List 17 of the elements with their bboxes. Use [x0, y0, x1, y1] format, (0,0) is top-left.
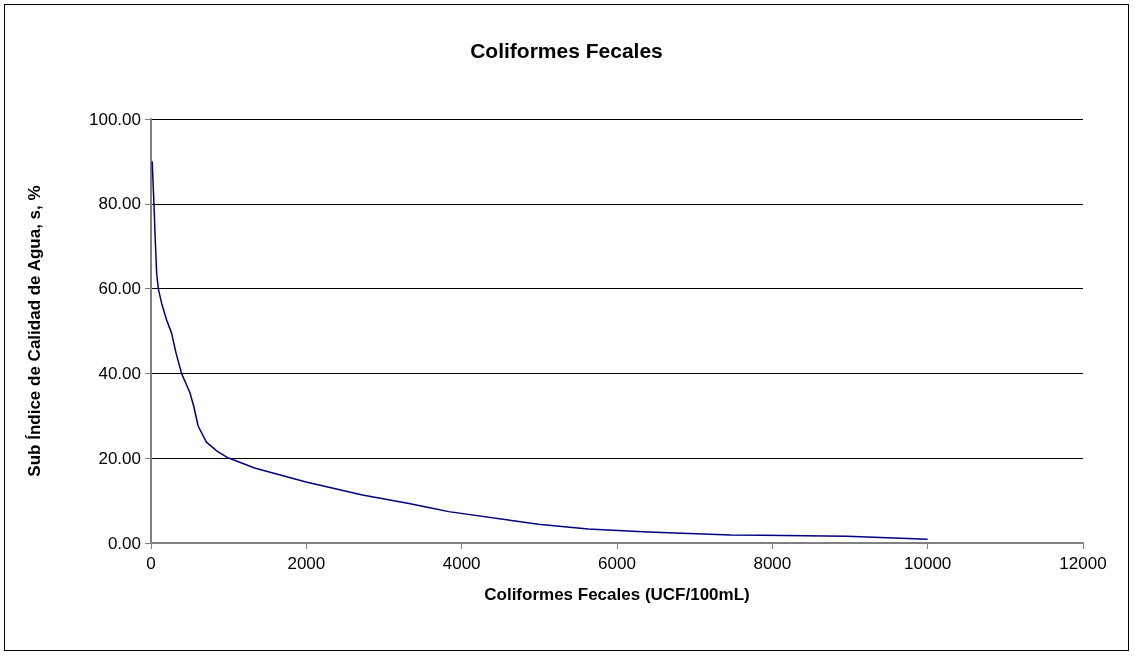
x-tick-label: 2000 — [287, 554, 326, 573]
y-tick-label: 80.00 — [98, 194, 141, 214]
x-tick-label: 6000 — [598, 554, 636, 573]
y-tick-label: 60.00 — [98, 279, 141, 299]
x-tick-label: 12000 — [1059, 554, 1107, 573]
x-tick-label: 4000 — [442, 554, 481, 573]
x-axis-title: Coliformes Fecales (UCF/100mL) — [484, 585, 750, 604]
x-tick-label: 8000 — [753, 554, 792, 573]
line-series — [151, 160, 929, 540]
y-tick-label: 0.00 — [107, 533, 141, 553]
y-tick-label: 20.00 — [98, 448, 141, 468]
y-axis-title: Sub Índice de Calidad de Agua, s, % — [25, 185, 44, 477]
y-tick-label: 100.00 — [89, 109, 141, 129]
x-tick-label: 0 — [146, 554, 156, 573]
x-tick-label: 10000 — [904, 554, 952, 573]
y-tick-label: 40.00 — [98, 363, 141, 383]
chart-title: Coliformes Fecales — [470, 39, 663, 62]
